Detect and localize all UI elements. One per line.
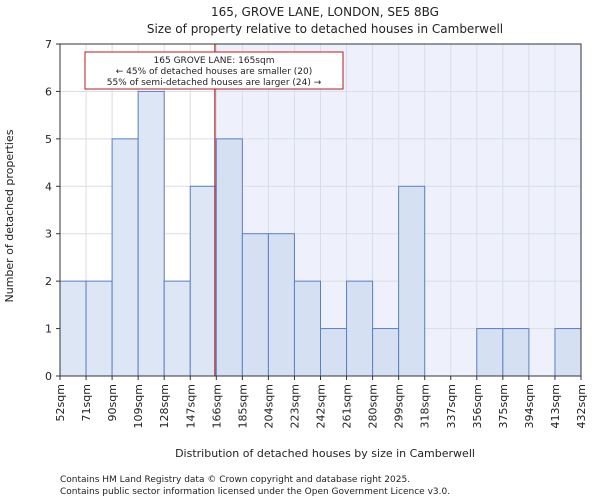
annotation-box: 165 GROVE LANE: 165sqm ← 45% of detached… bbox=[84, 51, 344, 90]
x-tick-label: 413sqm bbox=[549, 384, 562, 428]
bar bbox=[267, 233, 295, 377]
x-tick-label: 71sqm bbox=[80, 384, 93, 421]
x-tick-label: 223sqm bbox=[288, 384, 301, 428]
x-tick-label: 128sqm bbox=[158, 384, 171, 428]
y-axis-label: Number of detached properties bbox=[3, 129, 16, 302]
bar bbox=[163, 280, 191, 377]
x-axis-label: Distribution of detached houses by size … bbox=[175, 447, 475, 460]
chart-title: 165, GROVE LANE, LONDON, SE5 8BG bbox=[211, 5, 439, 19]
y-tick-label: 0 bbox=[45, 370, 52, 383]
y-tick-label: 2 bbox=[45, 275, 52, 288]
y-tick-label: 5 bbox=[45, 133, 52, 146]
bar bbox=[346, 280, 374, 377]
annotation-frame bbox=[84, 51, 344, 90]
x-tick-label: 204sqm bbox=[262, 384, 275, 428]
y-tick-label: 1 bbox=[45, 323, 52, 336]
x-tick-label: 166sqm bbox=[210, 384, 223, 428]
bar bbox=[85, 280, 113, 377]
chart-subtitle: Size of property relative to detached ho… bbox=[147, 22, 503, 36]
bar bbox=[293, 280, 322, 377]
x-tick-label: 356sqm bbox=[471, 384, 484, 428]
bar bbox=[241, 233, 269, 377]
x-tick-label: 52sqm bbox=[54, 384, 67, 421]
x-tick-label: 375sqm bbox=[497, 384, 510, 428]
y-tick-labels: 0 1 2 3 4 5 6 7 bbox=[45, 38, 60, 383]
x-tick-label: 337sqm bbox=[445, 384, 458, 428]
x-tick-label: 394sqm bbox=[523, 384, 536, 428]
bar bbox=[372, 328, 400, 377]
footer-line-1: Contains HM Land Registry data © Crown c… bbox=[60, 475, 410, 485]
x-tick-label: 280sqm bbox=[367, 384, 380, 428]
bar bbox=[502, 328, 530, 377]
y-tick-label: 3 bbox=[45, 228, 52, 241]
y-tick-label: 7 bbox=[45, 38, 52, 51]
annotation-line-3: 55% of semi-detached houses are larger (… bbox=[107, 78, 322, 88]
x-tick-label: 147sqm bbox=[184, 384, 197, 428]
bar bbox=[137, 90, 165, 377]
bar bbox=[554, 328, 582, 377]
x-tick-labels: 52sqm 71sqm 90sqm 109sqm 128sqm 147sqm 166sqm 1… bbox=[54, 376, 588, 428]
x-tick-label: 432sqm bbox=[575, 384, 588, 428]
bar bbox=[476, 328, 504, 377]
bar bbox=[189, 185, 217, 377]
bar bbox=[320, 328, 348, 377]
bar bbox=[215, 138, 243, 377]
x-tick-label: 318sqm bbox=[419, 384, 432, 428]
annotation-line-1: 165 GROVE LANE: 165sqm bbox=[154, 56, 275, 66]
x-tick-label: 90sqm bbox=[106, 384, 119, 421]
y-tick-label: 4 bbox=[45, 180, 52, 193]
x-tick-label: 242sqm bbox=[315, 384, 328, 428]
bar bbox=[398, 185, 426, 377]
bars bbox=[59, 90, 582, 377]
bar bbox=[59, 280, 87, 377]
x-tick-label: 299sqm bbox=[393, 384, 406, 428]
x-tick-label: 185sqm bbox=[236, 384, 249, 428]
annotation-line-2: ← 45% of detached houses are smaller (20… bbox=[116, 67, 313, 77]
y-tick-label: 6 bbox=[45, 85, 52, 98]
x-tick-label: 261sqm bbox=[341, 384, 354, 428]
x-tick-label: 109sqm bbox=[132, 384, 145, 428]
footer-line-2: Contains public sector information licen… bbox=[60, 487, 450, 497]
bar bbox=[111, 138, 139, 377]
